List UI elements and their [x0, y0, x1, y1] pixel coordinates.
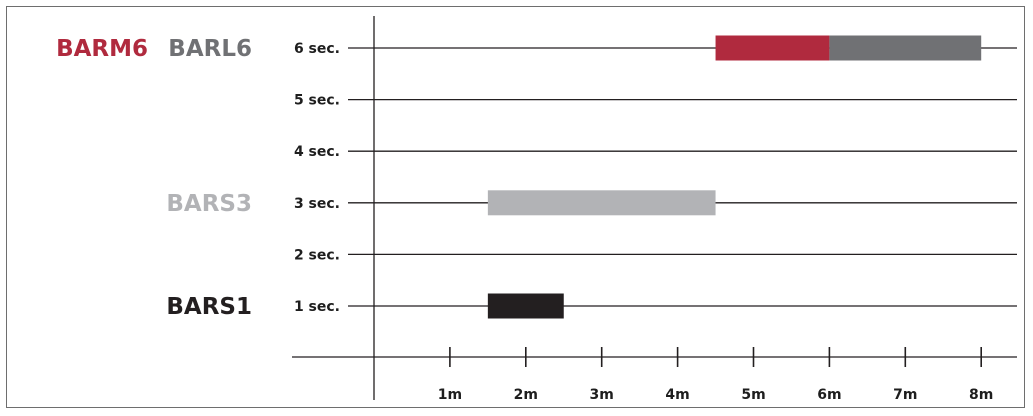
series-label-barm6: BARM6 — [56, 36, 148, 62]
y-tick-label-5-sec: 5 sec. — [294, 93, 340, 109]
x-tick-label-7m: 7m — [893, 387, 917, 403]
bar-bars1 — [487, 293, 564, 319]
bar-barl6 — [829, 35, 982, 61]
x-tick-label-4m: 4m — [665, 387, 689, 403]
x-tick-label-2m: 2m — [514, 387, 538, 403]
bar-bars3 — [487, 190, 716, 216]
y-tick-label-3-sec: 3 sec. — [294, 196, 340, 212]
series-label-bars1: BARS1 — [166, 294, 252, 320]
y-tick-label-6-sec: 6 sec. — [294, 41, 340, 57]
y-tick-label-4-sec: 4 sec. — [294, 144, 340, 160]
bar-barm6 — [715, 35, 830, 61]
series-label-barl6: BARL6 — [168, 36, 252, 62]
y-tick-label-2-sec: 2 sec. — [294, 247, 340, 263]
x-tick-label-8m: 8m — [969, 387, 993, 403]
x-tick-label-6m: 6m — [817, 387, 841, 403]
y-tick-label-1-sec: 1 sec. — [294, 299, 340, 315]
x-tick-label-3m: 3m — [590, 387, 614, 403]
x-tick-label-1m: 1m — [438, 387, 462, 403]
series-label-bars3: BARS3 — [166, 191, 252, 217]
x-tick-label-5m: 5m — [741, 387, 765, 403]
